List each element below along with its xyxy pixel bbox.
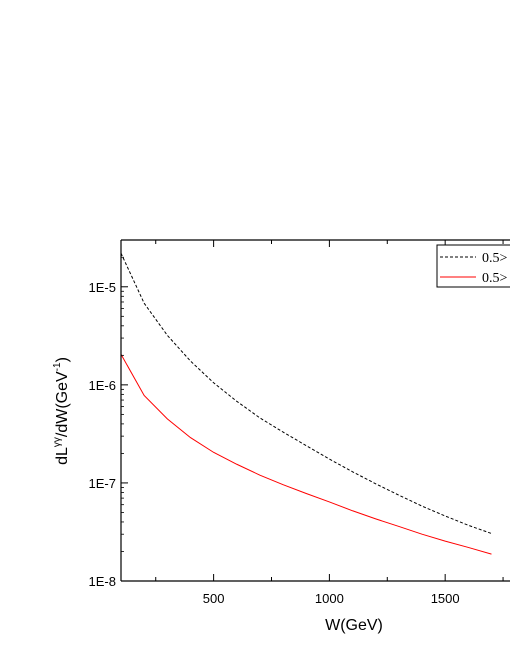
- y-tick-label: 1E-8: [89, 574, 116, 589]
- y-axis-title-middle: /dW(GeV: [54, 371, 71, 437]
- y-tick-label: 1E-5: [89, 280, 116, 295]
- y-tick-label: 1E-7: [89, 476, 116, 491]
- y-tick-label: 1E-6: [89, 378, 116, 393]
- x-tick-label: 1000: [315, 591, 344, 606]
- tick-labels: 500 1000 1500 1E-8 1E-7 1E-6 1E-5: [89, 280, 460, 606]
- y-axis-title-superscript: γγ: [52, 437, 63, 447]
- series-line-1: [121, 252, 492, 534]
- series-layer: [121, 252, 492, 555]
- legend-label-series-2: 0.5>: [482, 271, 508, 286]
- legend-box: [436, 244, 510, 288]
- y-axis-title: dLγγ/dW(GeV-1): [52, 357, 71, 465]
- y-axis-title-suffix: ): [54, 357, 71, 362]
- legend: 0.5> 0.5>: [436, 244, 510, 288]
- x-axis-title: W(GeV): [325, 617, 383, 634]
- y-axis-title-unit-superscript: -1: [52, 362, 63, 371]
- legend-label-series-1: 0.5>: [482, 251, 508, 266]
- x-tick-label: 500: [203, 591, 225, 606]
- y-axis-title-prefix: dL: [54, 447, 71, 465]
- x-tick-label: 1500: [431, 591, 460, 606]
- series-line-2: [121, 354, 492, 555]
- axes: [120, 239, 510, 582]
